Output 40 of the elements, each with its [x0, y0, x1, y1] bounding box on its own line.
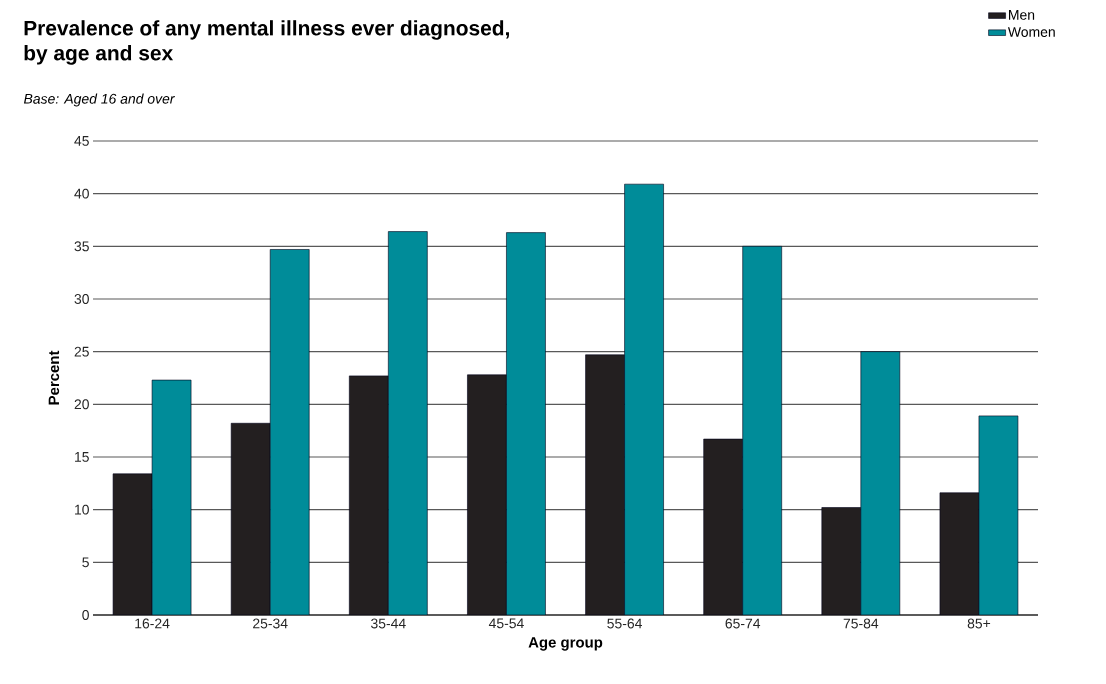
y-tick-label: 10 [75, 504, 89, 515]
y-tick-label: 35 [74, 241, 89, 252]
x-tick-label: 85+ [967, 618, 991, 629]
y-tick-label: 15 [75, 452, 89, 462]
bar [349, 375, 389, 615]
legend-label: Men [1009, 10, 1035, 20]
bar [624, 183, 664, 615]
bar [467, 374, 507, 615]
x-tick-label: 25-34 [253, 618, 288, 629]
bar [112, 473, 153, 615]
bar [269, 249, 310, 615]
bar [585, 354, 625, 615]
x-tick-label: 75-84 [843, 618, 879, 629]
bar [703, 438, 743, 615]
chart-subtitle: Base: Aged 16 and over [23, 93, 175, 107]
y-tick-label: 20 [74, 399, 89, 410]
y-tick-label: 0 [82, 610, 89, 620]
legend-label: Women [1007, 27, 1055, 37]
y-tick-label: 5 [82, 557, 89, 568]
y-axis-title: Percent [48, 350, 60, 405]
bar [860, 351, 901, 615]
x-tick-label: 45-54 [488, 618, 524, 629]
y-tick-label: 30 [74, 294, 89, 304]
bar [821, 507, 862, 615]
bar [506, 232, 546, 615]
x-tick-label: 35-44 [371, 618, 406, 629]
chart-title: Prevalence of any mental illness ever diagnosed, by age and sex [24, 20, 509, 65]
bar [742, 246, 782, 615]
bar [978, 415, 1019, 615]
bar [388, 231, 428, 615]
x-axis-title: Age group [528, 637, 603, 651]
bar [939, 492, 980, 615]
x-tick-label: 16-24 [135, 618, 170, 629]
y-tick-label: 45 [74, 136, 89, 146]
y-tick-label: 25 [74, 346, 89, 357]
bar [151, 379, 192, 615]
bar [230, 422, 271, 615]
x-tick-label: 55-64 [607, 618, 642, 629]
x-tick-label: 65-74 [725, 618, 761, 629]
y-tick-label: 40 [74, 188, 89, 199]
